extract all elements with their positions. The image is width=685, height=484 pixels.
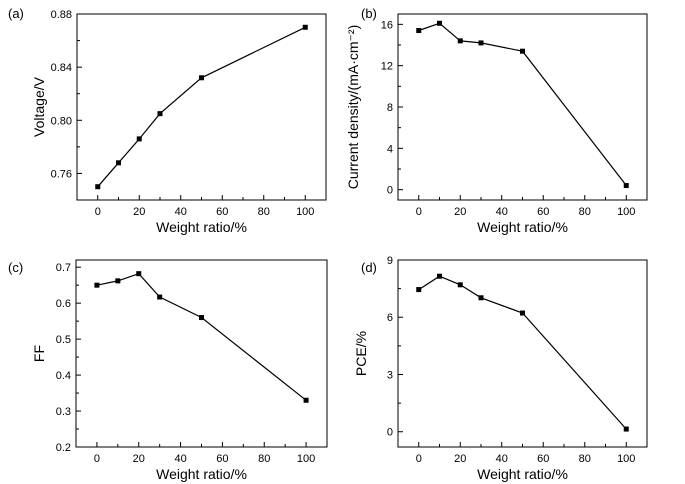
y-tick-label: 4 <box>387 143 393 155</box>
series-line <box>418 275 627 430</box>
panel-a: 0 20 40 60 80 100 0.76 0.80 0.84 0.88 Weight ratio… <box>8 6 327 235</box>
y-tick-label: 6 <box>387 312 393 324</box>
data-point <box>94 282 100 288</box>
series-line <box>96 273 307 401</box>
y-tick-label: 16 <box>381 19 393 31</box>
x-tick-label: 100 <box>296 206 314 218</box>
x-tick-label: 100 <box>297 453 315 465</box>
x-tick-label: 100 <box>617 453 635 465</box>
x-tick-label: 80 <box>258 206 270 218</box>
data-point <box>520 48 525 54</box>
x-axis-title: Weight ratio/% <box>156 219 247 235</box>
x-tick-label: 80 <box>579 206 591 218</box>
y-axis-title: Voltage/V <box>31 76 47 137</box>
data-point <box>416 28 422 34</box>
data-point <box>437 273 442 279</box>
y-tick-label: 0.80 <box>51 115 72 127</box>
data-point <box>303 397 309 403</box>
y-tick-label: 3 <box>387 369 393 381</box>
x-tick-label: 40 <box>496 453 508 465</box>
data-point <box>95 184 101 190</box>
plot-frame <box>397 13 648 201</box>
x-tick-label: 0 <box>416 206 422 218</box>
data-point <box>157 111 163 117</box>
data-point <box>416 287 422 293</box>
data-point <box>478 40 484 46</box>
x-tick-label: 100 <box>617 206 635 218</box>
panel-label: (d) <box>361 260 377 275</box>
x-tick-label: 60 <box>216 206 228 218</box>
panel-label: (a) <box>8 6 24 21</box>
data-point <box>116 160 121 166</box>
y-axis-title: FF <box>31 345 47 362</box>
x-tick-label: 20 <box>454 453 466 465</box>
data-point <box>623 426 629 432</box>
data-point <box>478 295 484 301</box>
plot-frame <box>76 13 327 201</box>
data-point <box>199 315 204 321</box>
panel-label: (b) <box>361 6 377 21</box>
y-axis-title: Current density/(mA·cm⁻²) <box>345 25 361 190</box>
y-tick-label: 0 <box>387 427 393 439</box>
y-tick-label: 0.76 <box>51 168 72 180</box>
data-point <box>136 271 142 277</box>
plot-frame <box>397 259 648 448</box>
x-tick-label: 20 <box>133 453 145 465</box>
panel-label: (c) <box>8 260 23 275</box>
panel-d: 0 20 40 60 80 100 0 3 6 9 Weight ratio/% PCE/% (d) <box>353 255 648 482</box>
y-tick-label: 0.3 <box>56 406 71 418</box>
x-tick-label: 40 <box>496 206 508 218</box>
x-tick-label: 40 <box>175 206 187 218</box>
data-point <box>136 136 142 142</box>
series-line <box>418 22 627 186</box>
x-tick-label: 80 <box>258 453 270 465</box>
y-tick-label: 9 <box>387 255 393 267</box>
x-axis-title: Weight ratio/% <box>156 466 247 482</box>
data-point <box>457 38 463 44</box>
data-point <box>437 20 442 26</box>
y-tick-label: 0.6 <box>56 298 71 310</box>
series-line <box>97 26 306 188</box>
panel-c: 0 20 40 60 80 100 0.2 0.3 0.4 0.5 0.6 0.7 Weight rat… <box>8 259 328 482</box>
data-point <box>302 24 308 30</box>
x-tick-label: 0 <box>95 206 101 218</box>
y-tick-label: 8 <box>387 102 393 114</box>
y-tick-label: 0.5 <box>56 334 71 346</box>
x-axis-title: Weight ratio/% <box>477 219 568 235</box>
x-tick-label: 60 <box>537 206 549 218</box>
x-tick-label: 20 <box>133 206 145 218</box>
y-tick-label: 0.2 <box>56 442 71 454</box>
data-point <box>199 75 204 81</box>
y-tick-label: 0.88 <box>51 9 72 21</box>
data-point <box>623 183 629 189</box>
x-tick-label: 40 <box>174 453 186 465</box>
y-tick-label: 0 <box>387 185 393 197</box>
plot-frame <box>75 259 328 448</box>
x-tick-label: 80 <box>579 453 591 465</box>
data-point <box>520 310 525 316</box>
y-tick-label: 0.7 <box>56 262 71 274</box>
y-tick-label: 12 <box>381 61 393 73</box>
data-point <box>457 282 463 288</box>
data-point <box>115 278 121 284</box>
panel-b: 0 20 40 60 80 100 0 4 8 12 16 Weight ratio/% Current… <box>345 6 648 235</box>
x-tick-label: 20 <box>454 206 466 218</box>
x-axis-title: Weight ratio/% <box>477 466 568 482</box>
data-point <box>157 294 163 300</box>
y-tick-label: 0.84 <box>51 62 72 74</box>
x-tick-label: 0 <box>416 453 422 465</box>
x-tick-label: 60 <box>537 453 549 465</box>
x-tick-label: 0 <box>94 453 100 465</box>
x-tick-label: 60 <box>216 453 228 465</box>
y-tick-label: 0.4 <box>56 370 71 382</box>
y-axis-title: PCE/% <box>353 331 369 376</box>
